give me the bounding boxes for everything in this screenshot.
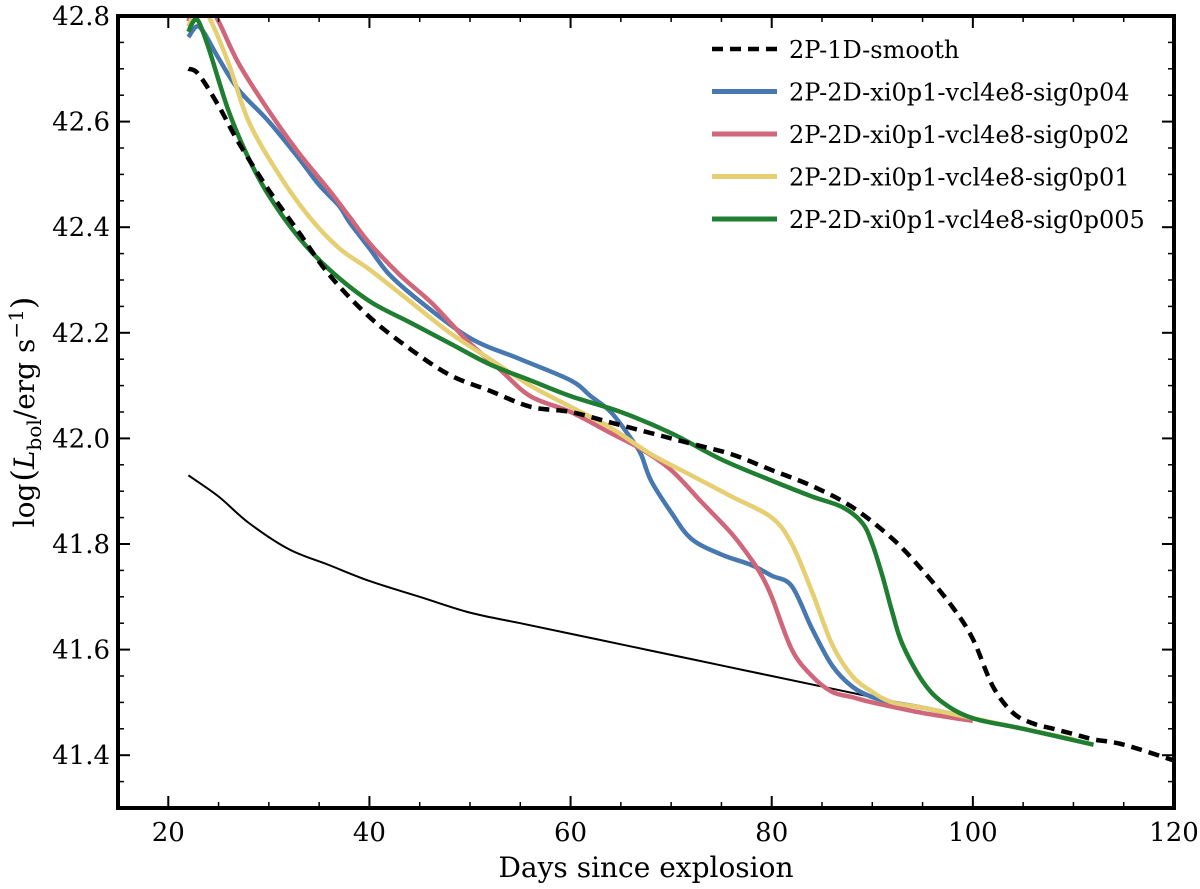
y-tick-label: 42.6 bbox=[52, 108, 110, 138]
y-tick-label: 42.8 bbox=[52, 2, 110, 32]
legend-label: 2P-1D-smooth bbox=[789, 36, 959, 64]
legend-label: 2P-2D-xi0p1-vcl4e8-sig0p02 bbox=[789, 121, 1130, 149]
legend-label: 2P-2D-xi0p1-vcl4e8-sig0p04 bbox=[789, 79, 1130, 107]
series-line-2 bbox=[186, 16, 974, 724]
x-tick-label: 100 bbox=[948, 818, 998, 848]
x-tick-label: 60 bbox=[554, 818, 587, 848]
plot-frame bbox=[116, 14, 1176, 810]
legend-label: 2P-2D-xi0p1-vcl4e8-sig0p005 bbox=[789, 206, 1145, 234]
y-label-close-paren: ) bbox=[4, 297, 42, 309]
y-label-open-paren: ( bbox=[4, 469, 42, 481]
y-tick-label: 42.4 bbox=[52, 213, 110, 243]
y-label-log: log bbox=[8, 484, 41, 528]
series-line-0 bbox=[187, 66, 1174, 763]
x-tick-label: 40 bbox=[353, 818, 386, 848]
y-axis-label: log (Lbol/erg s−1) bbox=[4, 297, 46, 528]
x-tick-label: 20 bbox=[152, 818, 185, 848]
y-tick-label: 42.0 bbox=[52, 424, 110, 454]
x-tick-label: 120 bbox=[1149, 818, 1199, 848]
y-tick-label: 41.8 bbox=[52, 530, 110, 560]
y-label-units: /erg s bbox=[8, 339, 41, 420]
x-axis-label: Days since explosion bbox=[498, 851, 793, 884]
x-tick-label: 80 bbox=[755, 818, 788, 848]
y-label-superscript: −1 bbox=[4, 309, 28, 338]
series-line-3 bbox=[186, 16, 1074, 742]
y-tick-label: 41.4 bbox=[52, 741, 110, 771]
legend-label: 2P-2D-xi0p1-vcl4e8-sig0p01 bbox=[789, 164, 1130, 192]
y-label-luminosity: L bbox=[8, 450, 41, 470]
y-tick-label: 41.6 bbox=[52, 636, 110, 666]
y-tick-label: 42.2 bbox=[52, 319, 110, 349]
y-label-subscript: bol bbox=[22, 419, 46, 450]
legend: 2P-1D-smooth 2P-2D-xi0p1-vcl4e8-sig0p04 2P… bbox=[712, 36, 1145, 234]
series-layer bbox=[186, 16, 1174, 763]
